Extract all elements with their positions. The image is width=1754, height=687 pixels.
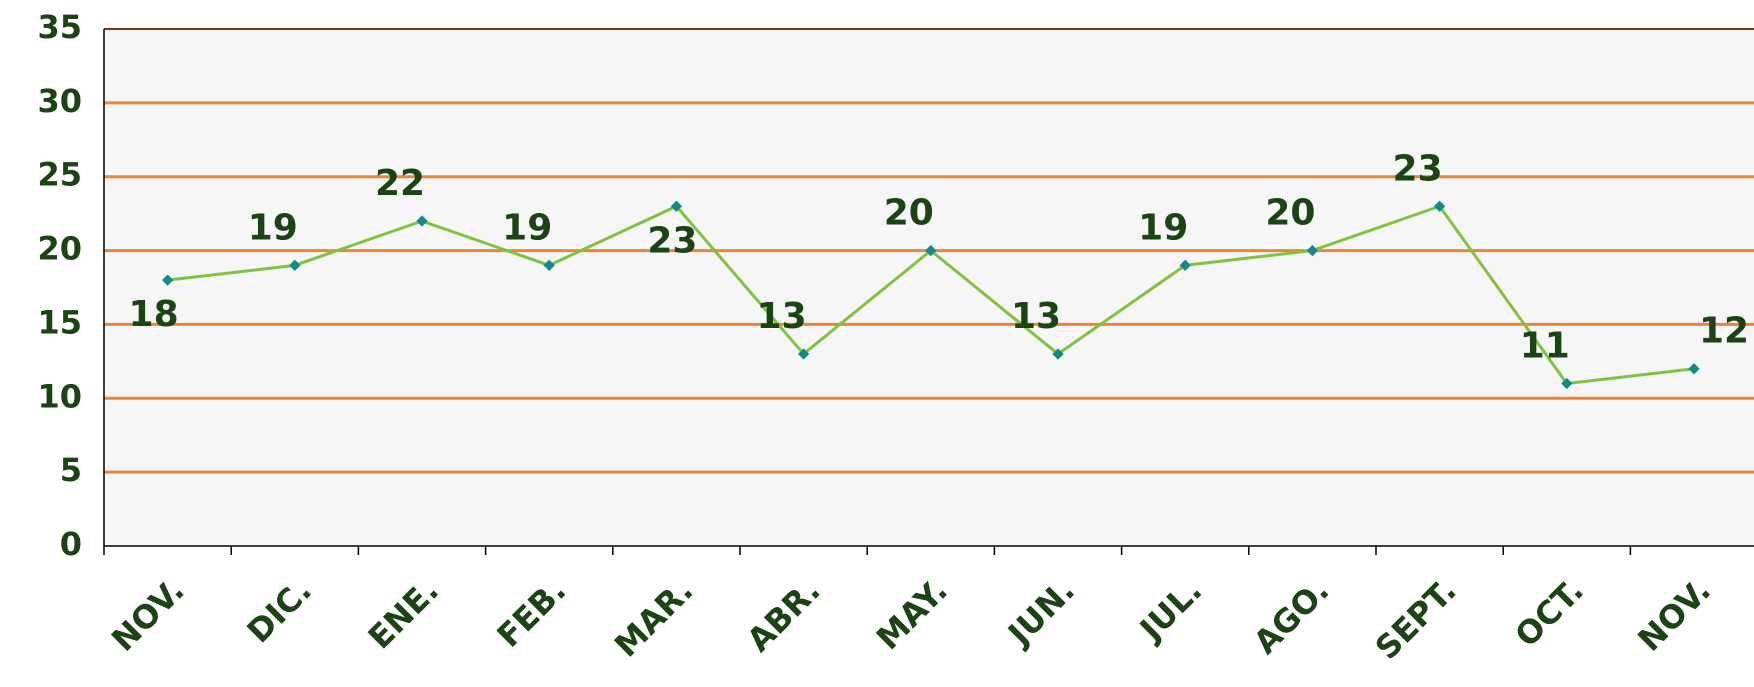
y-tick-label: 10 bbox=[37, 377, 82, 415]
marker bbox=[797, 348, 810, 360]
data-label: 13 bbox=[1011, 296, 1061, 337]
plot-area bbox=[104, 29, 1754, 546]
x-tick-label: OCT. bbox=[1508, 571, 1591, 654]
x-tick-label: NOV. bbox=[104, 571, 192, 659]
data-label: 19 bbox=[1138, 207, 1188, 248]
x-tick-label: SEPT. bbox=[1368, 571, 1464, 667]
data-label: 23 bbox=[1393, 148, 1443, 189]
data-label: 20 bbox=[884, 193, 934, 234]
y-tick-label: 5 bbox=[60, 451, 82, 489]
y-tick-label: 35 bbox=[37, 8, 82, 46]
x-tick-label: DIC. bbox=[240, 571, 319, 650]
x-tick-label: FEB. bbox=[490, 571, 574, 655]
marker bbox=[1433, 200, 1446, 212]
marker bbox=[1306, 244, 1319, 257]
x-tick-label: AGO. bbox=[1246, 571, 1336, 661]
data-label: 22 bbox=[375, 163, 425, 204]
marker bbox=[1179, 259, 1191, 271]
marker bbox=[1688, 363, 1700, 375]
y-tick-label: 25 bbox=[37, 156, 82, 194]
x-tick-label: ENE. bbox=[361, 571, 446, 656]
data-label: 19 bbox=[248, 207, 298, 248]
marker bbox=[161, 274, 174, 286]
data-label: 12 bbox=[1699, 311, 1749, 352]
data-label: 13 bbox=[757, 296, 807, 337]
marker bbox=[1561, 377, 1573, 390]
marker bbox=[416, 215, 428, 227]
data-label: 18 bbox=[129, 294, 179, 335]
y-tick-label: 0 bbox=[60, 525, 82, 563]
marker bbox=[289, 259, 301, 271]
x-tick-label: JUL. bbox=[1131, 571, 1209, 649]
x-tick-label: JUN. bbox=[999, 571, 1082, 654]
x-tick-label: MAR. bbox=[607, 571, 700, 664]
data-label: 20 bbox=[1265, 193, 1315, 234]
marker bbox=[670, 200, 683, 212]
x-tick-label: ABR. bbox=[740, 571, 828, 659]
data-label: 19 bbox=[502, 207, 552, 248]
marker bbox=[925, 244, 937, 257]
x-tick-label: NOV. bbox=[1630, 571, 1718, 659]
x-tick-label: MAY. bbox=[869, 571, 955, 657]
marker bbox=[1052, 348, 1064, 360]
data-label: 11 bbox=[1520, 326, 1570, 367]
y-tick-label: 15 bbox=[37, 303, 82, 341]
marker bbox=[543, 259, 555, 271]
y-tick-label: 20 bbox=[37, 230, 82, 268]
y-tick-label: 30 bbox=[37, 82, 82, 120]
data-label: 23 bbox=[647, 220, 697, 261]
